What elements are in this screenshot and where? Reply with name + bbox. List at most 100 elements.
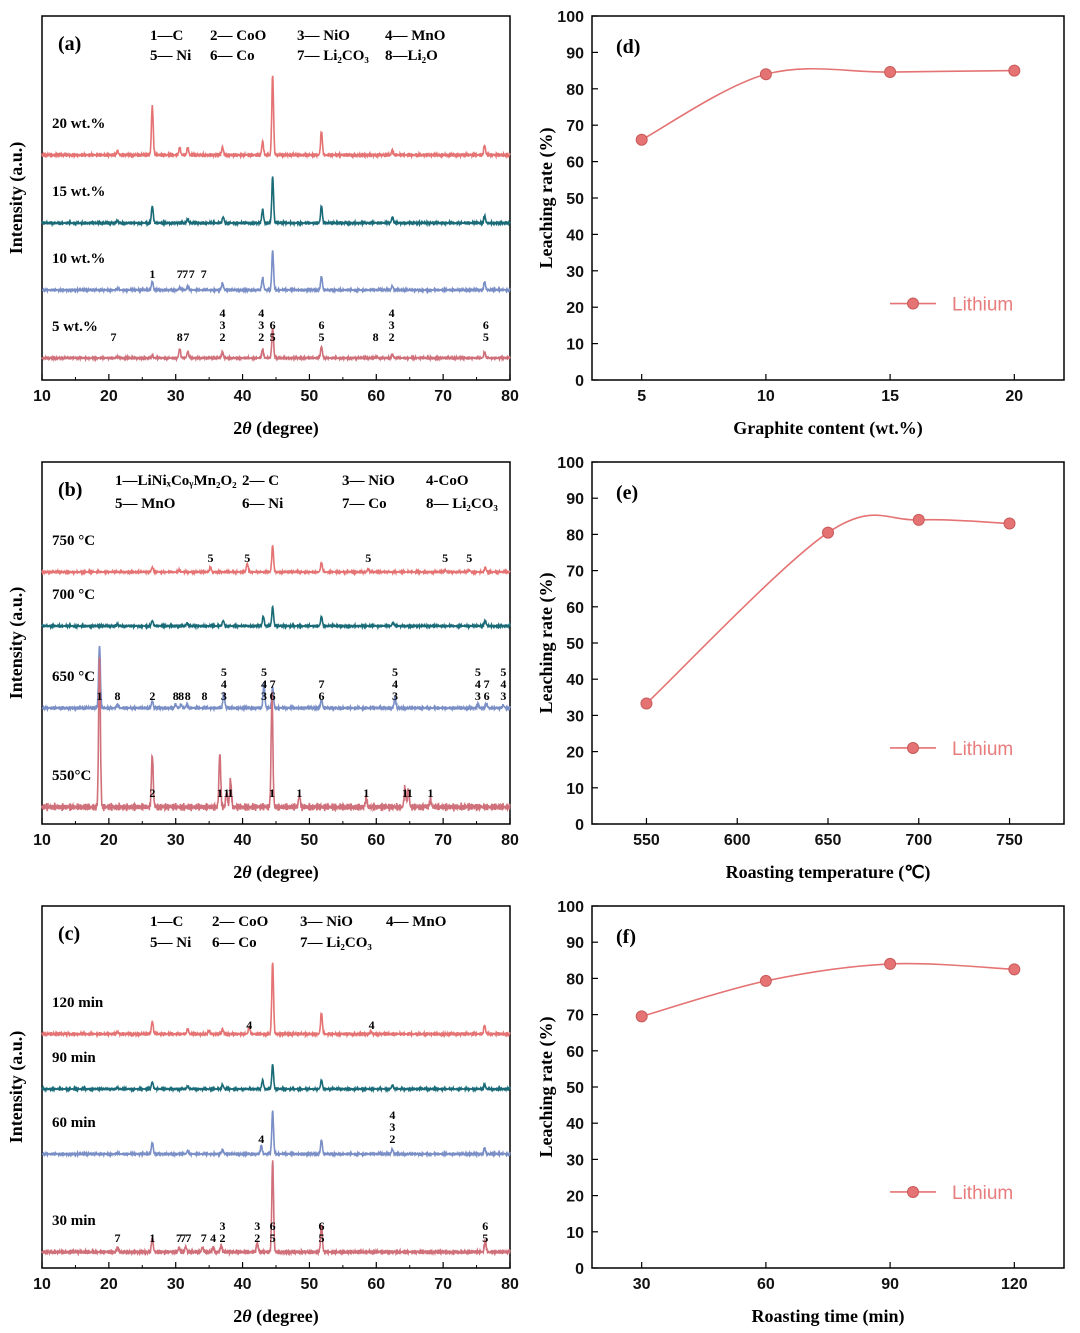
xrd-pattern-3 [41, 327, 511, 363]
legend-key: 5— Ni [150, 935, 191, 951]
peak-index-line: 5 [261, 665, 267, 679]
peak-index-label: 7 [189, 267, 195, 281]
peak-index-line: 8 [177, 330, 183, 344]
peak-index-line: 4 [369, 1018, 375, 1032]
peak-index-line: 1 [427, 786, 433, 800]
peak-index-line: 1 [407, 786, 413, 800]
x-tick-label: 10 [33, 832, 51, 849]
legend-key: 6— Ni [242, 496, 283, 512]
peak-index-label: 7 [201, 1231, 207, 1245]
peak-index-line: 6 [318, 1219, 324, 1233]
x-axis-title-symbol: θ [242, 1306, 252, 1326]
peak-index-label: 1 [217, 786, 223, 800]
xrd-pattern-1 [41, 604, 511, 631]
curve-label: 750 °C [52, 533, 95, 549]
x-tick-label: 650 [815, 832, 842, 849]
plot-frame [591, 461, 1065, 825]
peak-index-line: 3 [389, 1120, 395, 1134]
peak-index-line: 5 [270, 1231, 276, 1245]
peak-index-line: 8 [173, 689, 179, 703]
legend-key: 2— C [242, 473, 279, 489]
y-tick-label: 90 [566, 935, 584, 952]
legend-key: 7— Li₂CO₃ [297, 48, 369, 64]
y-tick-label: 70 [566, 1008, 584, 1025]
y-tick-label: 90 [566, 491, 584, 508]
lithium-data-point [1003, 517, 1016, 530]
peak-index-line: 1 [96, 689, 102, 703]
x-tick-label: 20 [1005, 388, 1023, 405]
x-tick-label: 750 [996, 832, 1023, 849]
peak-index-line: 6 [318, 689, 324, 703]
peak-index-line: 5 [392, 665, 398, 679]
y-tick-label: 40 [566, 672, 584, 689]
y-tick-label: 20 [566, 1189, 584, 1206]
peak-index-line: 6 [484, 689, 490, 703]
peak-index-line: 7 [484, 677, 490, 691]
xrd-pattern-3 [41, 1160, 511, 1257]
peak-index-line: 2 [220, 330, 226, 344]
lithium-data-point [759, 68, 772, 81]
peak-index-line: 4 [392, 677, 398, 691]
peak-index-line: 8 [178, 689, 184, 703]
peak-index-line: 2 [389, 330, 395, 344]
xrd-pattern-2 [41, 250, 511, 295]
y-tick-label: 30 [566, 708, 584, 725]
y-tick-label: 0 [575, 373, 584, 390]
legend-key: 4-CoO [426, 473, 469, 489]
peak-index-line: 3 [475, 689, 481, 703]
y-tick-label: 100 [557, 455, 584, 472]
x-axis-title-symbol: θ [242, 862, 252, 882]
y-tick-label: 10 [566, 337, 584, 354]
legend-key: 5— Ni [150, 48, 191, 64]
x-tick-label: 30 [167, 1276, 185, 1293]
legend-label: Lithium [952, 295, 1013, 316]
peak-index-line: 5 [318, 1231, 324, 1245]
peak-index-line: 7 [180, 1231, 186, 1245]
xrd-pattern-2 [41, 1110, 511, 1159]
x-tick-label: 30 [633, 1276, 651, 1293]
x-axis-title-prefix: 2 [233, 1306, 242, 1326]
peak-index-line: 5 [483, 330, 489, 344]
lithium-data-point [1008, 64, 1021, 77]
peak-index-line: 2 [149, 689, 155, 703]
peak-index-line: 1 [363, 786, 369, 800]
peak-index-line: 8 [115, 689, 121, 703]
peak-index-line: 5 [475, 665, 481, 679]
legend-key: 4— MnO [385, 28, 445, 44]
y-tick-label: 60 [566, 600, 584, 617]
peak-index-label: 1 [224, 786, 230, 800]
peak-index-label: 1 [96, 689, 102, 703]
y-tick-label: 80 [566, 82, 584, 99]
y-tick-label: 90 [566, 45, 584, 62]
x-axis-title: 2θ (degree) [233, 862, 318, 883]
y-tick-label: 30 [566, 1152, 584, 1169]
y-axis-title: Intensity (a.u.) [6, 142, 27, 255]
curve-label: 90 min [52, 1050, 96, 1066]
x-tick-label: 70 [434, 388, 452, 405]
peak-index-line: 8 [201, 689, 207, 703]
peak-index-label: 1 [269, 786, 275, 800]
peak-index-line: 8 [373, 330, 379, 344]
peak-index-line: 3 [261, 689, 267, 703]
x-tick-label: 550 [633, 832, 660, 849]
peak-index-label: 8 [115, 689, 121, 703]
y-tick-label: 50 [566, 1080, 584, 1097]
peak-index-line: 1 [402, 786, 408, 800]
y-tick-label: 40 [566, 227, 584, 244]
peak-index-line: 3 [220, 318, 226, 332]
x-tick-label: 90 [881, 1276, 899, 1293]
peak-index-label: 4 [258, 1132, 264, 1146]
plot-frame [41, 461, 511, 825]
legend-key: 4— MnO [386, 914, 446, 930]
peak-index-line: 6 [270, 1219, 276, 1233]
peak-index-line: 2 [258, 330, 264, 344]
peak-index-line: 1 [296, 786, 302, 800]
